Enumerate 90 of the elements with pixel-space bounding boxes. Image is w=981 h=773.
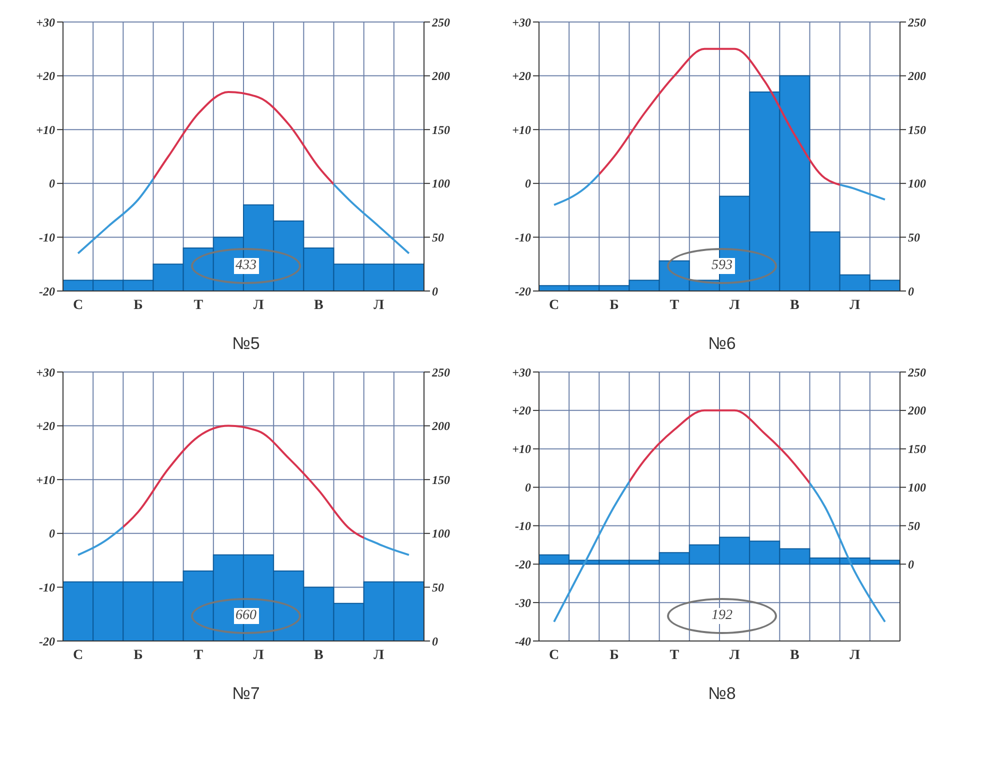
- y-tick-label: -10: [39, 230, 55, 244]
- y2-tick-label: 50: [432, 580, 444, 594]
- x-tick-label: Т: [670, 648, 680, 663]
- y2-tick-label: 250: [431, 15, 450, 30]
- y-tick-label: -10: [515, 230, 531, 244]
- y2-tick-label: 150: [432, 472, 450, 487]
- x-tick-label: Л: [374, 648, 385, 663]
- x-tick-label: В: [314, 648, 324, 663]
- y-tick-label: -10: [515, 518, 531, 533]
- y2-tick-label: 0: [908, 557, 914, 572]
- oval-frame: 433: [191, 248, 301, 284]
- y-tick-label: -10: [39, 580, 55, 594]
- x-tick-label: С: [548, 648, 560, 663]
- annotation: 660: [234, 608, 258, 624]
- y-tick-label: +30: [512, 15, 531, 30]
- x-tick-label: Л: [729, 298, 740, 313]
- y-tick-label: +20: [512, 69, 531, 84]
- line-series: [77, 424, 410, 556]
- x-tick-label: Б: [134, 648, 143, 663]
- y-tick-label: -20: [39, 634, 55, 648]
- y2-tick-label: 100: [432, 176, 450, 191]
- y2-tick-label: 100: [432, 526, 450, 541]
- y2-tick-label: 250: [431, 365, 450, 380]
- y2-tick-label: 50: [908, 518, 920, 533]
- text: №6: [707, 334, 737, 354]
- y2-tick-label: 0: [908, 284, 914, 298]
- x-tick-label: Б: [610, 648, 619, 663]
- y2-tick-label: 200: [907, 404, 926, 418]
- x-tick-label: Л: [850, 298, 861, 313]
- x-tick-label: Т: [670, 298, 680, 313]
- x-tick-label: Б: [134, 298, 143, 313]
- y-tick-label: +20: [512, 404, 531, 418]
- y2-tick-label: 250: [907, 15, 926, 30]
- x-tick-label: В: [790, 298, 800, 313]
- text: №7: [231, 684, 261, 704]
- y-tick-label: -20: [515, 284, 531, 298]
- text: №5: [231, 334, 261, 354]
- y-tick-label: 0: [525, 176, 531, 191]
- x-tick-label: Л: [850, 648, 861, 663]
- x-tick-label: Т: [194, 648, 204, 663]
- x-tick-label: Л: [374, 298, 385, 313]
- y-tick-label: +10: [512, 442, 531, 456]
- line-series: [553, 48, 886, 206]
- y-tick-label: +30: [36, 15, 55, 30]
- y-tick-label: +30: [36, 365, 55, 380]
- line-series: [77, 90, 410, 254]
- x-tick-label: Л: [253, 648, 264, 663]
- y2-tick-label: 0: [432, 284, 438, 298]
- y-tick-label: +30: [512, 365, 531, 380]
- y-tick-label: -30: [515, 596, 531, 610]
- y2-tick-label: 250: [907, 365, 926, 380]
- y-tick-label: +10: [36, 472, 55, 487]
- y-tick-label: +20: [36, 69, 55, 84]
- x-tick-label: В: [314, 298, 324, 313]
- x-tick-label: С: [548, 298, 560, 313]
- y2-tick-label: 200: [431, 419, 450, 434]
- x-tick-label: Л: [729, 648, 740, 663]
- x-tick-label: В: [790, 648, 800, 663]
- oval-frame: 192: [667, 598, 777, 634]
- y-tick-label: +10: [36, 122, 55, 137]
- y2-tick-label: 100: [908, 176, 926, 191]
- annotation: 593: [710, 258, 734, 274]
- y2-tick-label: 50: [432, 230, 444, 244]
- y-tick-label: 0: [49, 176, 55, 191]
- y2-tick-label: 100: [908, 480, 926, 495]
- y-tick-label: -20: [515, 557, 531, 572]
- x-tick-label: Б: [610, 298, 619, 313]
- y2-tick-label: 200: [907, 69, 926, 84]
- y-tick-label: -20: [39, 284, 55, 298]
- y2-tick-label: 150: [432, 122, 450, 137]
- x-tick-label: Л: [253, 298, 264, 313]
- x-tick-label: С: [72, 648, 84, 663]
- annotation: 433: [234, 258, 258, 274]
- text: №8: [707, 684, 737, 704]
- y2-tick-label: 200: [431, 69, 450, 84]
- line-series: [553, 409, 886, 623]
- y2-tick-label: 50: [908, 230, 920, 244]
- y2-tick-label: 150: [908, 122, 926, 137]
- oval-frame: 593: [667, 248, 777, 284]
- x-tick-label: С: [72, 298, 84, 313]
- oval-frame: 660: [191, 598, 301, 634]
- x-tick-label: Т: [194, 298, 204, 313]
- y-tick-label: -40: [515, 634, 531, 648]
- annotation: 192: [710, 608, 734, 624]
- y-tick-label: 0: [49, 526, 55, 541]
- y-tick-label: +20: [36, 419, 55, 434]
- y-tick-label: 0: [525, 480, 531, 495]
- y-tick-label: +10: [512, 122, 531, 137]
- y2-tick-label: 150: [908, 442, 926, 456]
- y2-tick-label: 0: [432, 634, 438, 648]
